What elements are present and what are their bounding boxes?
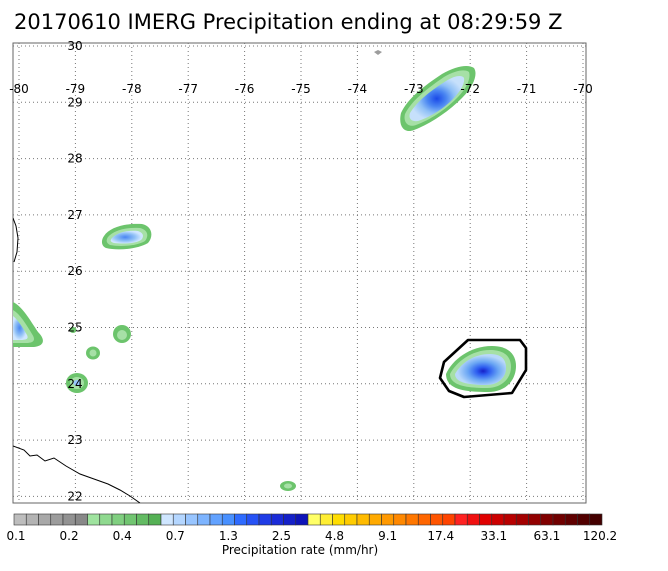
colorbar-swatch [381, 513, 395, 526]
colorbar-swatch [209, 513, 223, 526]
map-title: 20170610 IMERG Precipitation ending at 0… [14, 10, 563, 34]
colorbar-swatch [430, 513, 444, 526]
lat-tick-label: 23 [67, 433, 82, 447]
lon-tick-label: -74 [348, 82, 368, 96]
colorbar-swatch [197, 513, 211, 526]
lat-tick-label: 26 [67, 264, 82, 278]
lat-tick-label: 22 [67, 489, 82, 503]
colorbar-swatch [295, 513, 309, 526]
colorbar-swatch [99, 513, 113, 526]
colorbar-tick-label: 120.2 [583, 529, 617, 543]
lon-tick-label: -77 [178, 82, 198, 96]
colorbar-swatch [564, 513, 578, 526]
colorbar-swatch [62, 513, 76, 526]
colorbar-swatch [589, 513, 603, 526]
colorbar-swatch [368, 513, 382, 526]
colorbar-title: Precipitation rate (mm/hr) [222, 543, 378, 557]
colorbar-swatch [503, 513, 517, 526]
colorbar-swatch [148, 513, 162, 526]
colorbar-swatch [344, 513, 358, 526]
colorbar-swatch [515, 513, 529, 526]
lon-tick-label: -80 [9, 82, 29, 96]
lat-tick-label: 30 [67, 39, 82, 53]
colorbar-tick-label: 2.5 [272, 529, 291, 543]
lon-tick-label: -76 [235, 82, 255, 96]
lon-tick-label: -79 [66, 82, 86, 96]
colorbar-tick-label: 63.1 [534, 529, 561, 543]
lat-tick-label: 24 [67, 377, 82, 391]
colorbar-swatch [307, 513, 321, 526]
colorbar-swatch [442, 513, 456, 526]
colorbar-swatch [417, 513, 431, 526]
colorbar-swatch [552, 513, 566, 526]
colorbar-swatch [111, 513, 125, 526]
colorbar-tick-label: 17.4 [427, 529, 454, 543]
lat-tick-label: 28 [67, 152, 82, 166]
colorbar-swatch [246, 513, 260, 526]
colorbar-swatch [136, 513, 150, 526]
lat-tick-label: 25 [67, 321, 82, 335]
highlight-outline [438, 338, 528, 399]
colorbar-swatch [577, 513, 591, 526]
lat-tick-label: 27 [67, 208, 82, 222]
plot-frame [12, 42, 587, 504]
coastline-cuba [13, 445, 141, 503]
lat-tick-label: 29 [67, 95, 82, 109]
colorbar-tick-label: 0.7 [166, 529, 185, 543]
lon-tick-label: -73 [404, 82, 424, 96]
precip-cell-edge [13, 302, 43, 347]
colorbar-swatch [540, 513, 554, 526]
colorbar-swatch [87, 513, 101, 526]
lon-tick-label: -72 [460, 82, 480, 96]
colorbar-swatch [528, 513, 542, 526]
colorbar-swatch [123, 513, 137, 526]
precip-cell-north [374, 50, 476, 132]
colorbar-tick-label: 33.1 [480, 529, 507, 543]
colorbar-swatch [356, 513, 370, 526]
colorbar-swatch [283, 513, 297, 526]
colorbar-swatch [454, 513, 468, 526]
colorbar-swatch [393, 513, 407, 526]
colorbar-swatch [270, 513, 284, 526]
colorbar-tick-label: 9.1 [378, 529, 397, 543]
colorbar-swatch [491, 513, 505, 526]
colorbar-swatch [258, 513, 272, 526]
precip-cell-west [101, 223, 152, 250]
colorbar-tick-label: 1.3 [219, 529, 238, 543]
colorbar-swatch [234, 513, 248, 526]
colorbar-swatch [221, 513, 235, 526]
lon-tick-label: -75 [291, 82, 311, 96]
colorbar-swatch [13, 513, 27, 526]
lon-tick-label: -71 [517, 82, 537, 96]
colorbar-tick-label: 0.2 [60, 529, 79, 543]
coastline-florida [13, 217, 19, 263]
colorbar-swatch [332, 513, 346, 526]
lon-tick-label: -70 [573, 82, 593, 96]
colorbar-swatch [405, 513, 419, 526]
colorbar-swatch [479, 513, 493, 526]
precip-cell-small [66, 325, 296, 491]
colorbar-swatch [185, 513, 199, 526]
lon-tick-label: -78 [122, 82, 142, 96]
colorbar-swatch [172, 513, 186, 526]
colorbar-tick-label: 0.4 [113, 529, 132, 543]
colorbar [13, 513, 603, 526]
colorbar-swatch [319, 513, 333, 526]
colorbar-tick-label: 0.1 [6, 529, 25, 543]
colorbar-swatch [74, 513, 88, 526]
colorbar-swatch [50, 513, 64, 526]
colorbar-swatch [25, 513, 39, 526]
colorbar-swatch [466, 513, 480, 526]
colorbar-swatch [160, 513, 174, 526]
colorbar-swatch [38, 513, 52, 526]
precip-cell-southeast [446, 346, 516, 392]
colorbar-tick-label: 4.8 [325, 529, 344, 543]
